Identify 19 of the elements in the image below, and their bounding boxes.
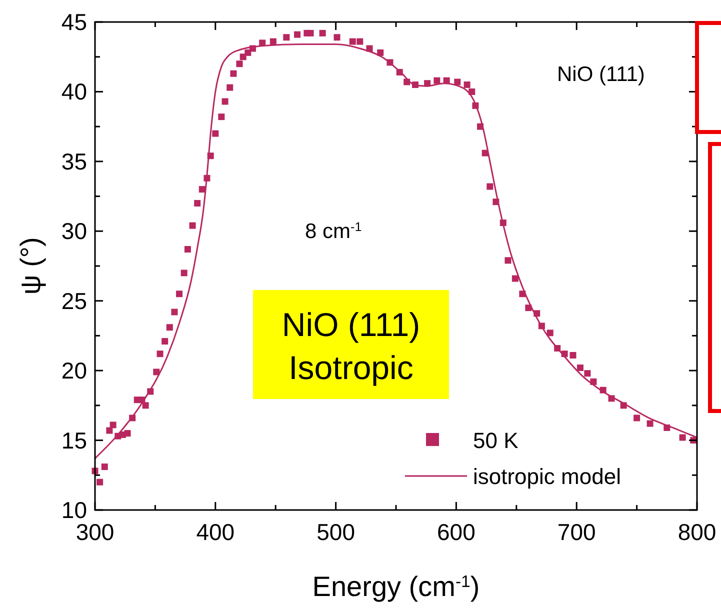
x-tick-label: 500 <box>316 519 355 545</box>
legend-label: isotropic model <box>473 464 621 489</box>
y-tick-label: 45 <box>61 9 87 35</box>
y-tick-label: 20 <box>61 358 87 384</box>
y-axis-title: ψ (°) <box>15 237 46 295</box>
annotation: 8 cm$^{-1}$ <box>305 220 362 243</box>
annotation: NiO (111) Isotropic <box>282 306 420 386</box>
legend-label: 50 K <box>473 428 519 453</box>
x-axis-title: Energy (cm$^{-1}$) <box>312 571 480 602</box>
x-tick-label: 800 <box>678 519 716 545</box>
x-tick-label: 700 <box>557 519 596 545</box>
y-tick-label: 30 <box>61 218 87 244</box>
annotation: NiO (111) <box>557 63 645 86</box>
x-tick-label: 400 <box>196 519 235 545</box>
y-tick-label: 35 <box>61 148 87 174</box>
y-tick-label: 25 <box>61 288 87 314</box>
y-tick-label: 40 <box>61 78 87 105</box>
y-tick-label: 15 <box>61 427 87 454</box>
x-tick-label: 600 <box>437 519 476 545</box>
